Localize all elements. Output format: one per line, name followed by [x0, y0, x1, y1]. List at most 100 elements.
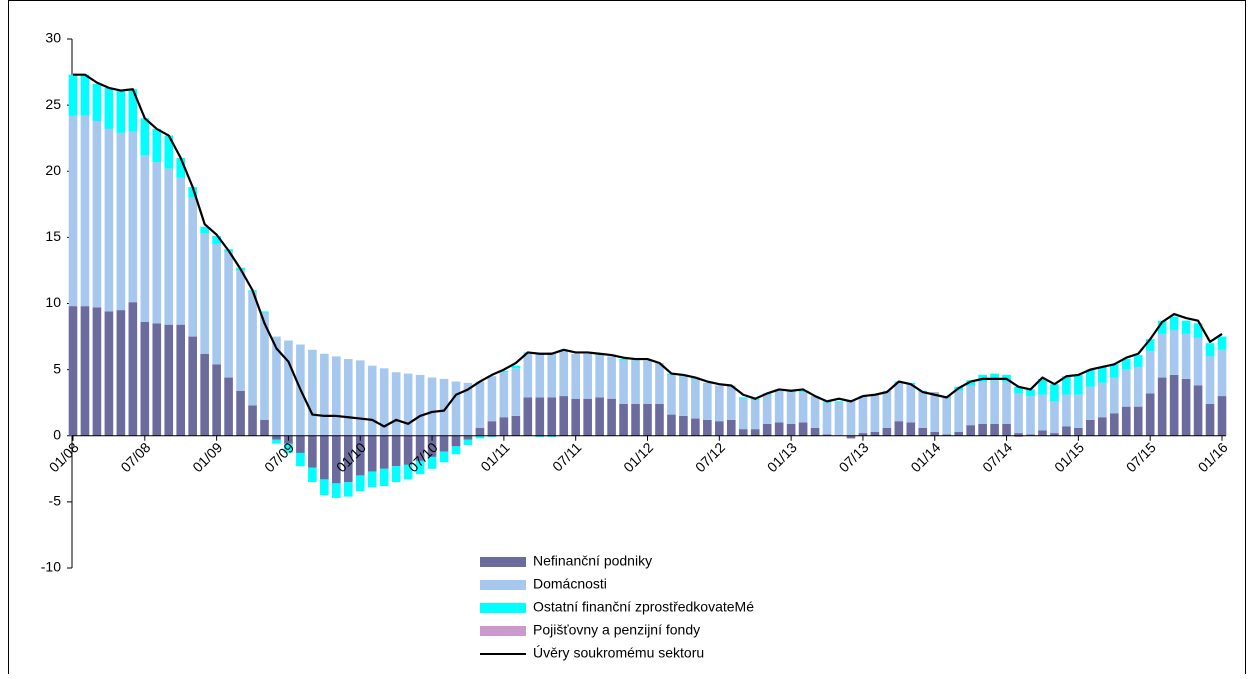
bar: [547, 397, 557, 436]
bar: [212, 236, 221, 244]
bar: [320, 353, 329, 436]
bar: [439, 451, 449, 463]
bar: [475, 427, 485, 436]
bar: [595, 397, 604, 436]
bar: [1050, 433, 1059, 436]
bar: [846, 435, 856, 439]
bar: [403, 435, 413, 465]
bar: [284, 340, 293, 436]
bar: [188, 336, 197, 436]
bar: [1098, 366, 1107, 383]
bar: [415, 374, 425, 436]
bar: [858, 396, 868, 434]
bar: [200, 226, 209, 234]
legend-swatch: [480, 603, 526, 613]
bar: [439, 378, 449, 436]
bar: [92, 120, 102, 308]
bar: [703, 419, 712, 436]
y-tick-label: 5: [53, 360, 61, 376]
bar: [343, 482, 353, 497]
bar: [882, 390, 892, 428]
bar: [547, 435, 557, 438]
bar: [715, 385, 724, 422]
bar: [391, 435, 401, 467]
bar: [1169, 374, 1179, 436]
x-tick-label: 01/14: [907, 439, 943, 475]
bar: [1181, 333, 1191, 379]
x-tick-label: 07/14: [979, 439, 1015, 475]
bar: [894, 421, 904, 436]
bar: [439, 435, 449, 452]
bar: [954, 390, 963, 432]
bar: [1205, 404, 1215, 436]
bar: [68, 306, 78, 436]
bar: [320, 479, 329, 496]
bar: [1169, 329, 1179, 375]
bar: [834, 401, 844, 403]
bar: [427, 456, 437, 469]
bar: [1002, 423, 1011, 436]
bar: [355, 435, 365, 476]
legend-swatch: [480, 580, 526, 590]
bar: [559, 396, 569, 436]
bar: [619, 404, 628, 436]
bar: [427, 377, 437, 436]
y-tick-label: 10: [45, 294, 61, 310]
bar: [547, 352, 557, 398]
bar: [846, 401, 856, 436]
bar: [140, 155, 150, 323]
bar: [1050, 401, 1059, 434]
bar: [1109, 413, 1119, 436]
bar: [80, 115, 90, 307]
bar: [451, 446, 461, 455]
bar: [1026, 434, 1035, 436]
bar: [1086, 386, 1095, 420]
x-tick-label: 01/12: [620, 439, 656, 475]
line-series: [73, 73, 1223, 428]
bar: [272, 439, 281, 444]
bar: [104, 311, 114, 436]
legend-label: Úvěry soukromému sektoru: [533, 645, 704, 661]
bar: [1121, 359, 1131, 370]
bar: [1014, 433, 1023, 436]
bar: [355, 360, 365, 436]
bar: [535, 353, 545, 398]
bar: [343, 435, 353, 483]
bar: [367, 365, 377, 436]
bar: [774, 422, 784, 436]
x-tick-label: 01/11: [477, 439, 513, 475]
bar: [116, 90, 126, 133]
bar: [774, 390, 784, 423]
bar: [1109, 364, 1119, 378]
bar: [619, 359, 628, 361]
bar: [1026, 389, 1035, 397]
bar: [104, 87, 114, 129]
bar: [1217, 336, 1227, 350]
bar: [128, 89, 138, 132]
bar: [870, 394, 880, 432]
bar: [1193, 323, 1203, 338]
bar: [978, 423, 987, 436]
y-tick-label: -5: [49, 493, 62, 509]
x-tick-label: 01/08: [46, 439, 82, 475]
bar: [559, 351, 569, 397]
bar: [990, 423, 999, 436]
bar: [164, 324, 174, 436]
bar: [128, 302, 138, 436]
bar: [930, 431, 940, 436]
bar: [68, 74, 78, 116]
bar: [643, 404, 652, 436]
bar: [918, 392, 928, 428]
bar: [1014, 386, 1023, 394]
bar: [762, 423, 772, 436]
bar: [499, 370, 509, 373]
bar: [487, 435, 497, 438]
bar: [236, 390, 245, 436]
bar: [487, 376, 497, 422]
bar: [1038, 378, 1047, 395]
bar: [248, 291, 257, 406]
bar: [798, 390, 808, 393]
bar: [930, 392, 940, 394]
bar: [116, 132, 126, 311]
x-tick-label: 01/16: [1195, 439, 1231, 475]
